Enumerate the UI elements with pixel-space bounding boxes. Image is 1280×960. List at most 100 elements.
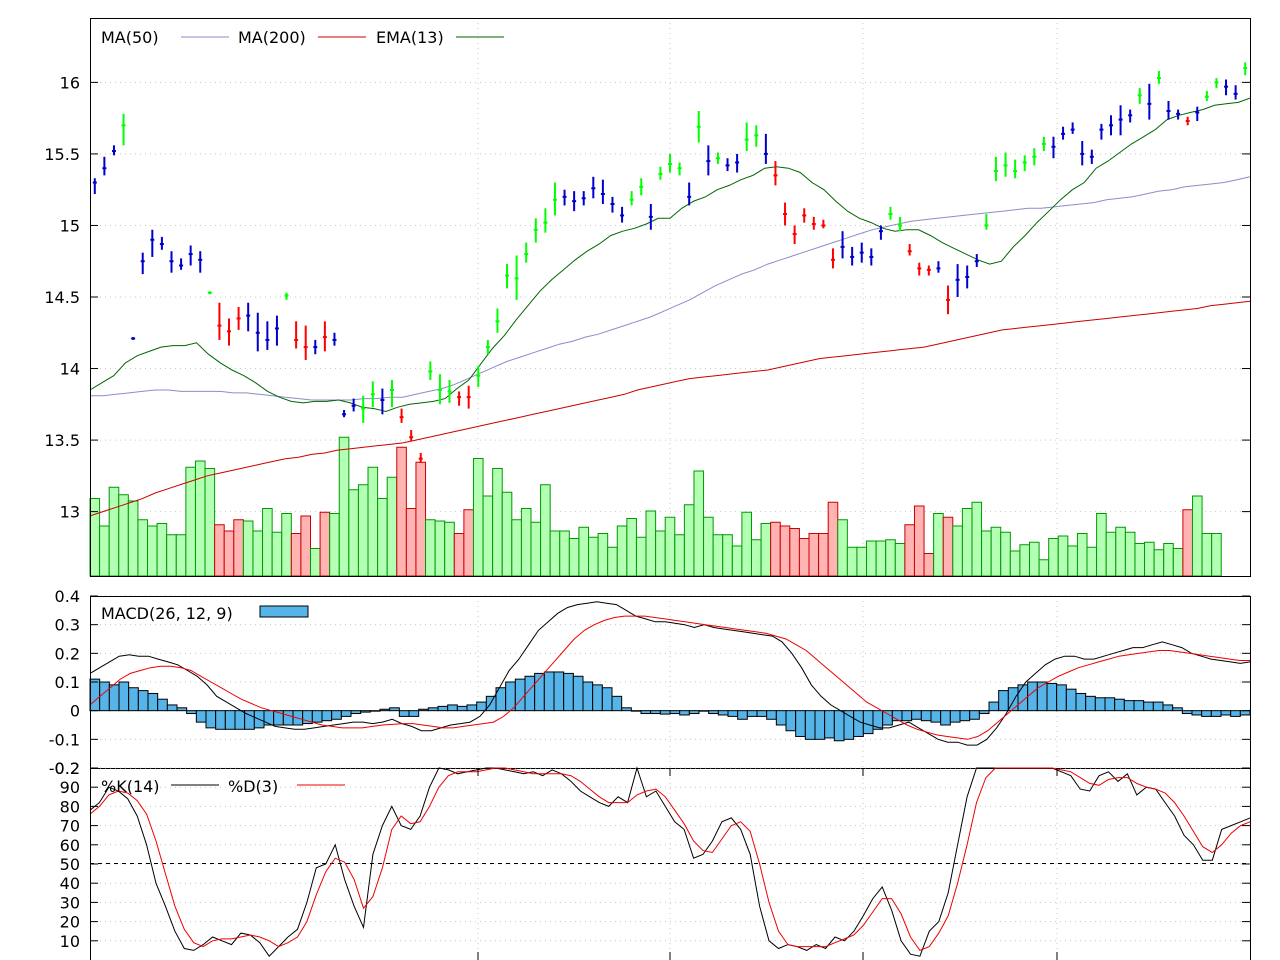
price-bar [1108, 115, 1113, 136]
volume-bar [808, 533, 820, 577]
macd-hist-bar [389, 707, 400, 712]
macd-hist-bar [582, 681, 594, 712]
price-bar [361, 395, 366, 423]
volume-bar [818, 533, 829, 577]
price-bar [802, 208, 807, 223]
stochastic-legend: %K(14) %D(3) [101, 777, 345, 796]
volume-bar [1105, 531, 1117, 577]
volume-bar [309, 548, 321, 577]
price-bar [1128, 109, 1133, 123]
price-tick-label: 13 [60, 503, 80, 522]
macd-hist-bar [1094, 697, 1106, 712]
macd-hist-bar [215, 710, 226, 730]
volume-bar [482, 495, 494, 577]
volume-bar [492, 468, 503, 577]
macd-y-axis: -0.1 0 0.1 0.2 0.3 0.4 [49, 587, 1250, 749]
macd-hist-bar [1075, 692, 1087, 712]
macd-hist-bar [814, 710, 826, 740]
price-bar [111, 145, 116, 156]
macd-hist-bar [853, 710, 864, 737]
volume-bar [166, 534, 177, 577]
stochastic-top-label-a: 0.2 [55, 759, 80, 778]
macd-line [89, 601, 1251, 746]
price-bar [1041, 136, 1046, 152]
price-tick-label: 16 [60, 73, 80, 92]
price-bar [399, 408, 404, 423]
volume-bar [789, 528, 800, 577]
price-bar [706, 145, 711, 176]
price-tick-label: 14 [60, 360, 80, 379]
price-tick-label: 14.5 [44, 288, 80, 307]
volume-bar [453, 533, 465, 577]
price-bar [284, 292, 289, 300]
price-bar [850, 246, 855, 266]
volume-bar [904, 524, 915, 577]
price-bar [342, 410, 347, 418]
volume-bar [1124, 531, 1136, 577]
macd-hist-bar [969, 710, 980, 720]
price-bar [514, 255, 519, 300]
price-bar [1204, 90, 1209, 101]
volume-bar [933, 513, 944, 577]
price-bar [888, 206, 893, 220]
volume-bar [1057, 535, 1069, 577]
legend-label-ema13: EMA(13) [376, 28, 444, 47]
macd-hist-bar [282, 710, 294, 726]
macd-tick-label: 0.1 [55, 673, 80, 692]
legend-label-d: %D(3) [228, 777, 278, 796]
macd-hist-bar [1143, 701, 1154, 712]
volume-bar [1153, 549, 1165, 577]
price-bar [754, 125, 759, 147]
price-bar [380, 388, 385, 415]
volume-bar [588, 536, 599, 577]
price-bar [447, 379, 452, 403]
price-bar [476, 365, 481, 388]
macd-hist-bar [862, 710, 874, 735]
macd-hist-bar [824, 710, 835, 739]
macd-hist-bar [804, 710, 816, 740]
macd-tick-label: 0.3 [55, 616, 80, 635]
macd-hist-bar [679, 710, 690, 716]
price-bar [725, 158, 730, 172]
price-bar [169, 251, 174, 273]
price-bar [562, 189, 567, 206]
volume-bar [1096, 513, 1107, 577]
macd-hist-bar [543, 671, 555, 712]
volume-bar [990, 526, 1002, 577]
volume-bar [1115, 526, 1126, 577]
price-bar [150, 229, 155, 257]
price-bar [1166, 100, 1171, 120]
price-bar [207, 291, 212, 295]
price-bar [1137, 88, 1142, 104]
volume-bar [127, 500, 139, 577]
volume-bar [981, 530, 992, 577]
volume-bar [894, 543, 906, 577]
price-bar [610, 196, 615, 213]
volume-bar [846, 546, 858, 577]
price-bar [1224, 79, 1229, 96]
price-bar [332, 332, 337, 346]
price-bar [255, 312, 260, 352]
macd-hist-bar [418, 708, 429, 712]
stochastic-top-label-b: -0.2 [49, 759, 80, 778]
volume-bar [693, 470, 705, 577]
macd-hist-bar [485, 695, 497, 712]
legend-label-ma50: MA(50) [101, 28, 159, 47]
macd-hist-bar [350, 710, 362, 715]
price-bar [821, 219, 826, 229]
volume-bar [856, 546, 868, 577]
price-bar [907, 244, 912, 256]
macd-hist-bar [166, 704, 178, 712]
volume-bar [1067, 545, 1078, 577]
ma50-line [90, 176, 1251, 401]
volume-bar [1076, 533, 1088, 577]
volume-bar [1211, 533, 1222, 577]
macd-hist-bar [785, 710, 797, 732]
price-bar [1214, 78, 1219, 89]
macd-hist-bar [1239, 710, 1251, 716]
price-bars [92, 62, 1248, 463]
price-y-axis: 13 13.5 14 14.5 15 15.5 16 [44, 73, 1250, 522]
macd-tick-label: 0.4 [55, 587, 80, 606]
macd-hist-bar [157, 698, 168, 712]
stochastic-tick-label: 70 [60, 817, 80, 836]
